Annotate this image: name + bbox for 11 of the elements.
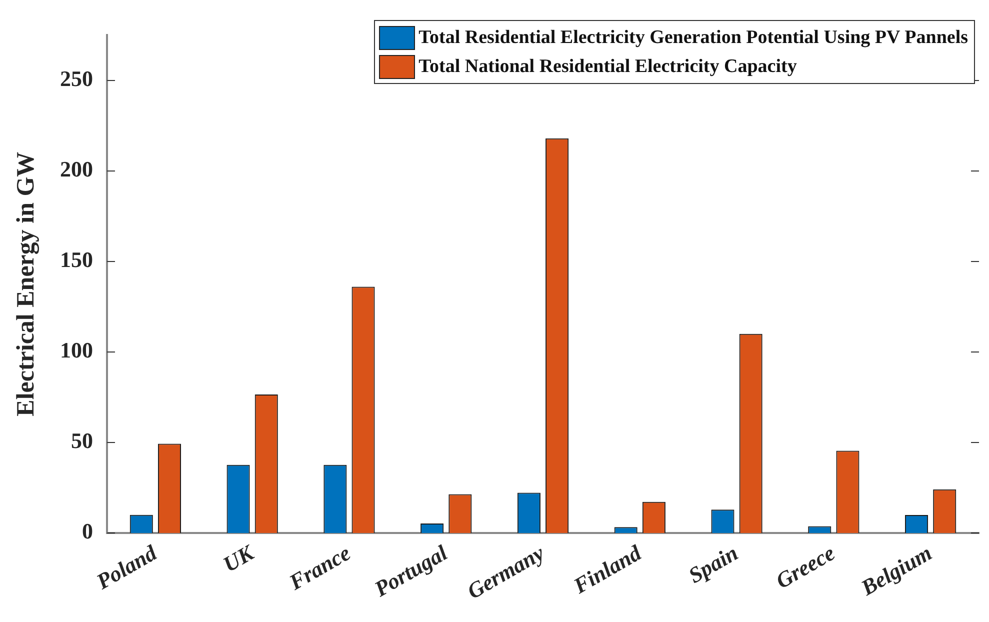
y-tick-label: 50 [71, 428, 93, 454]
y-tick-label: 100 [60, 338, 93, 363]
y-tick-label: 200 [60, 156, 93, 182]
x-tick-label: Spain [684, 540, 742, 588]
legend-label: Total National Residential Electricity Capacity [418, 55, 797, 79]
x-tick-label: UK [218, 539, 259, 577]
y-axis-title: Electrical Energy in GW [12, 152, 40, 416]
y-tick-label: 250 [60, 66, 93, 92]
y-tick-label: 150 [60, 247, 93, 272]
y-tick-label: 0 [82, 518, 93, 544]
legend-label: Total Residential Electricity Generation Potential Using PV Pannels [418, 26, 968, 50]
